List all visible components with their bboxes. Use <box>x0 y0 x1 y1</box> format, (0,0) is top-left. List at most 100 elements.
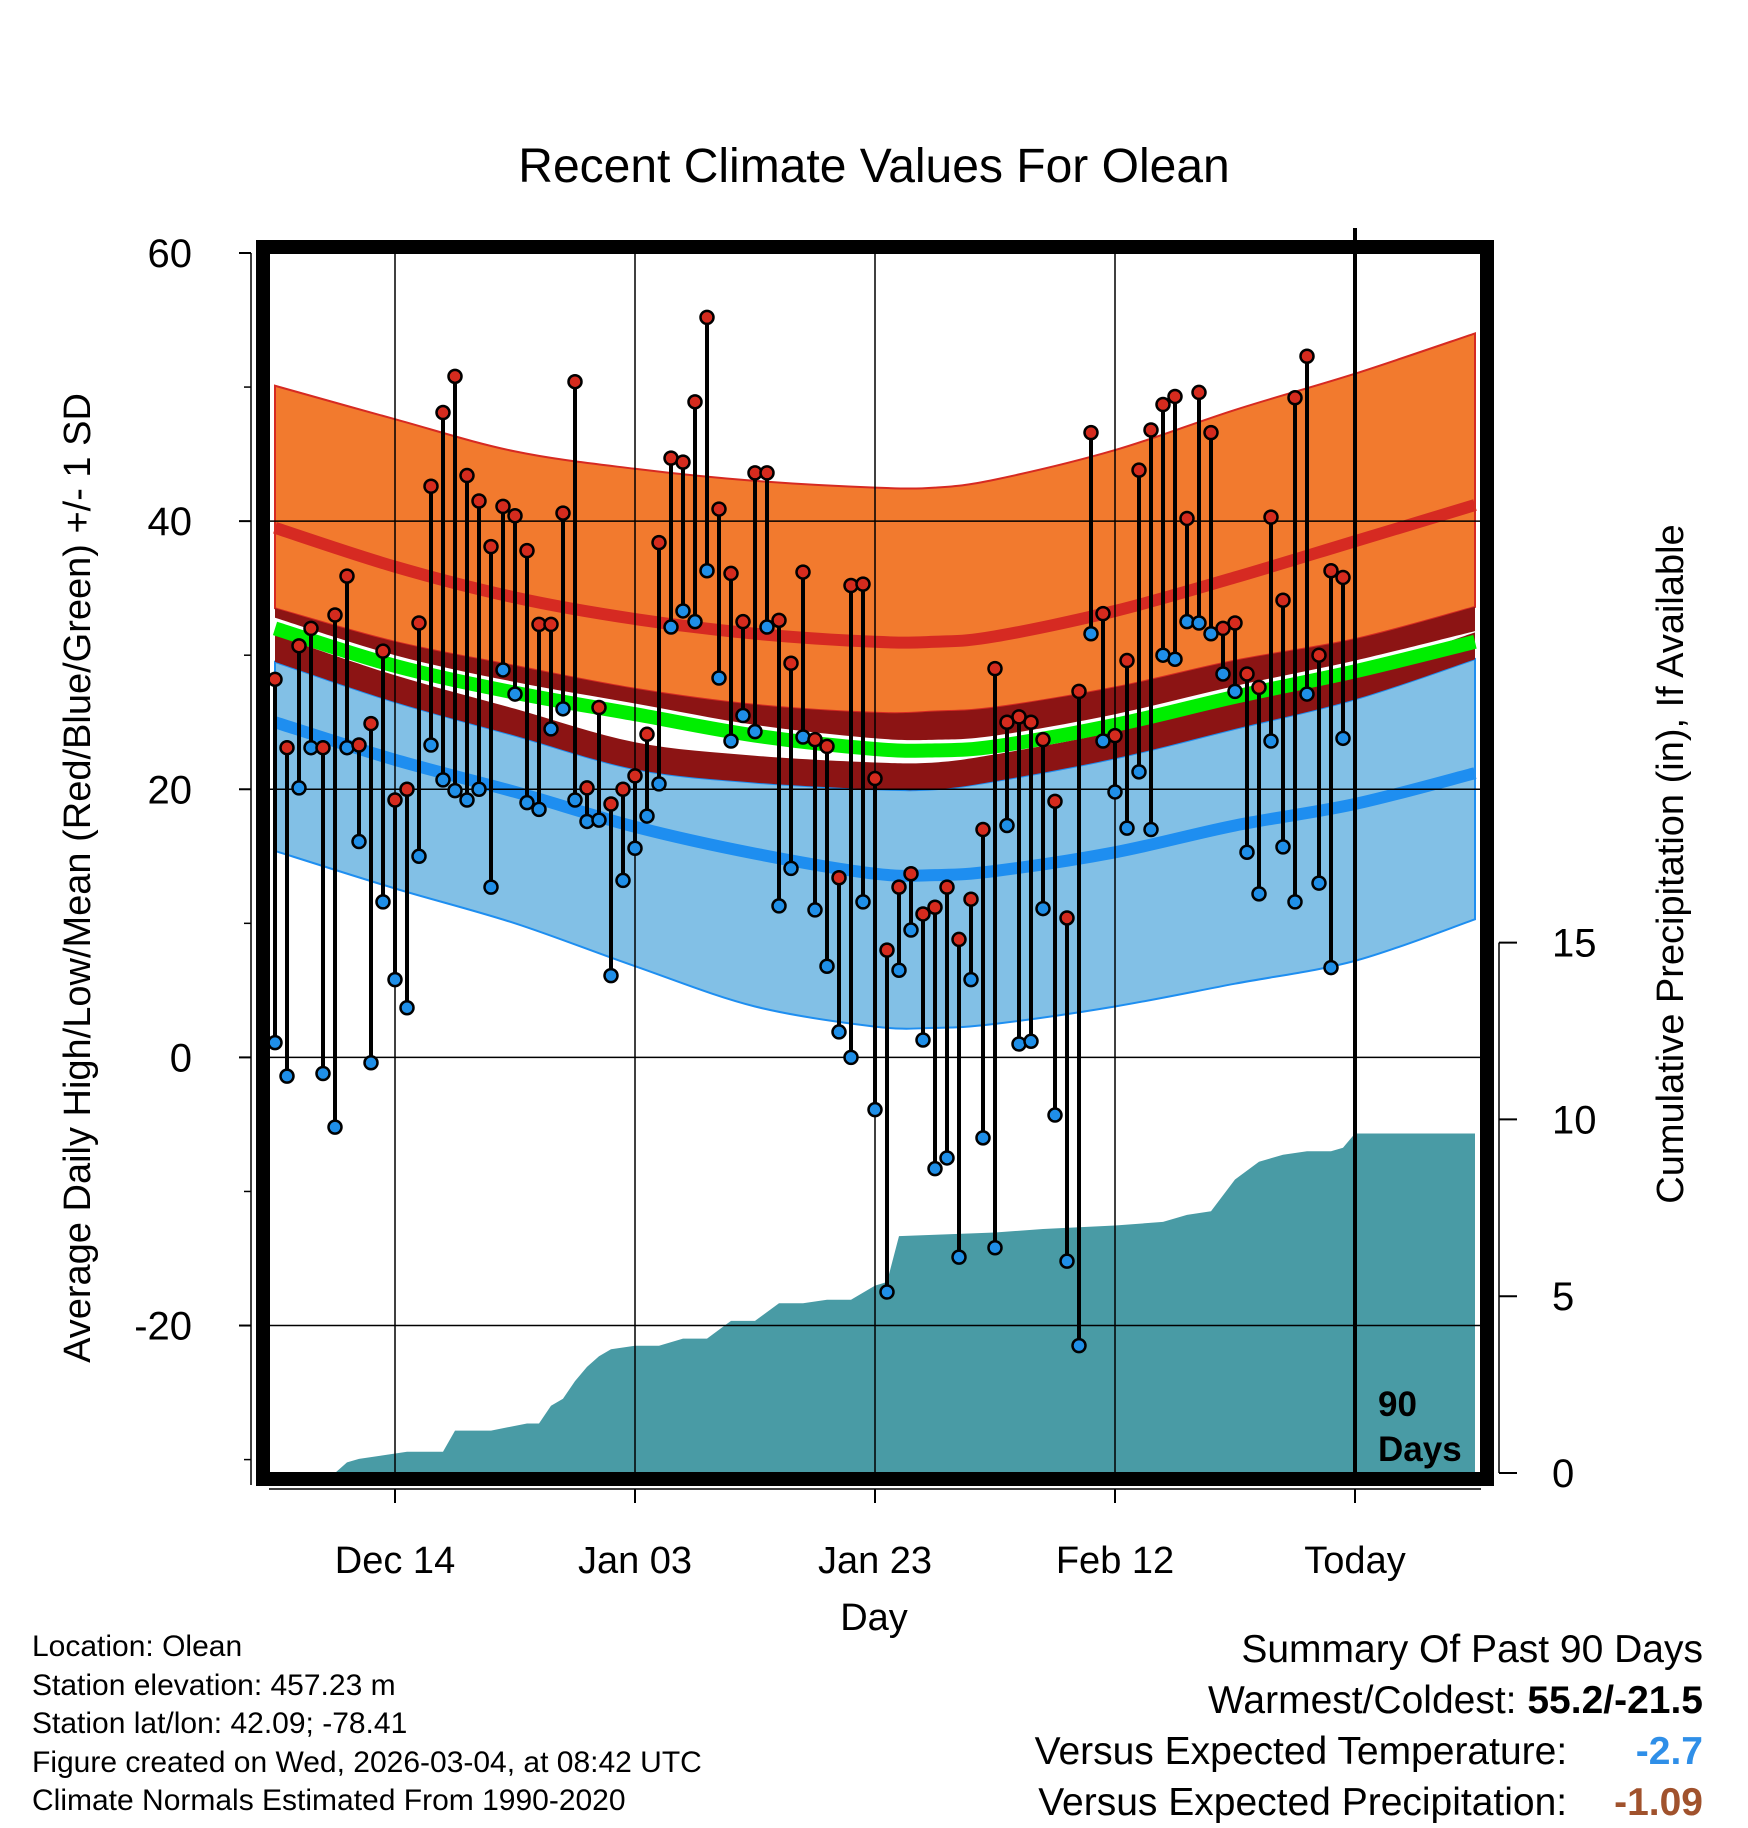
low-point <box>543 721 559 737</box>
high-point <box>1095 605 1111 622</box>
low-point <box>1239 844 1255 861</box>
summary-panel: Summary Of Past 90 Days Warmest/Coldest:… <box>1035 1624 1703 1828</box>
low-point <box>687 613 703 630</box>
low-point <box>1227 683 1243 700</box>
high-point <box>831 869 847 886</box>
y-tick-label: 20 <box>148 768 193 812</box>
daily-bars <box>273 317 1345 1346</box>
high-point <box>1335 569 1351 586</box>
high-point <box>591 699 607 716</box>
high-point <box>543 616 559 633</box>
low-point <box>387 971 403 988</box>
low-point <box>615 872 631 889</box>
high-point <box>1119 652 1135 669</box>
low-point <box>327 1119 343 1135</box>
high-point <box>555 505 571 521</box>
low-point <box>879 1284 895 1300</box>
low-point <box>963 971 979 988</box>
high-point <box>723 565 739 582</box>
info-elevation: Station elevation: 457.23 m <box>32 1668 396 1702</box>
high-point <box>783 655 799 671</box>
high-point <box>687 394 703 410</box>
high-point <box>1131 462 1147 478</box>
low-point <box>1215 666 1231 682</box>
high-point <box>807 731 823 748</box>
low-point <box>639 808 655 824</box>
high-point <box>519 542 535 559</box>
high-point <box>1023 714 1039 730</box>
high-point <box>471 493 487 509</box>
low-point <box>939 1150 955 1166</box>
low-point <box>699 562 715 579</box>
temp-value: -2.7 <box>1635 1730 1703 1773</box>
y-axis-label: Average Daily High/Low/Mean (Red/Blue/Gr… <box>57 393 99 1363</box>
low-point <box>351 833 367 850</box>
y2-tick-label: 15 <box>1552 922 1597 966</box>
low-point <box>843 1049 859 1066</box>
daily-dots <box>267 309 1351 1354</box>
high-point <box>495 498 511 515</box>
low-point <box>747 723 763 740</box>
low-point <box>915 1032 931 1048</box>
high-point <box>435 404 451 421</box>
low-point <box>1107 784 1123 800</box>
high-point <box>1263 509 1279 525</box>
low-point <box>783 860 799 877</box>
station-info: Location: Olean Station elevation: 457.2… <box>32 1628 702 1821</box>
low-point <box>1167 651 1183 667</box>
normal-low-line <box>273 716 1477 882</box>
high-point <box>1311 647 1327 663</box>
high-point <box>639 726 655 743</box>
high-point <box>339 568 355 584</box>
y-tick-label: 0 <box>170 1036 192 1080</box>
low-point <box>735 707 751 724</box>
high-point <box>1107 727 1123 744</box>
high-point <box>351 737 367 753</box>
summary-extremes: Warmest/Coldest: 55.2/-21.5 <box>1035 1675 1703 1726</box>
low-point <box>855 894 871 910</box>
high-point <box>1047 793 1063 810</box>
low-point <box>471 781 487 798</box>
high-point <box>819 738 835 755</box>
y-tick-label: -20 <box>134 1305 192 1349</box>
summary-temp: Versus Expected Temperature: -2.7 <box>1035 1726 1703 1777</box>
low-point <box>1047 1107 1063 1123</box>
x-tick-label: Jan 23 <box>818 1540 932 1582</box>
y2-tick-label: 0 <box>1552 1452 1574 1496</box>
temp-label: Versus Expected Temperature: <box>1034 1730 1568 1773</box>
high-point <box>795 564 811 580</box>
low-point <box>1083 625 1099 642</box>
high-point <box>735 613 751 630</box>
high-point <box>327 607 343 623</box>
low-point <box>891 962 907 979</box>
y2-tick-label: 5 <box>1552 1275 1574 1319</box>
low-point <box>1119 820 1135 836</box>
high-point <box>927 899 943 915</box>
low-point <box>267 1034 283 1051</box>
low-point <box>1299 686 1315 702</box>
high-point <box>507 508 523 524</box>
today-label-line2: Days <box>1378 1430 1462 1469</box>
low-point <box>507 686 523 702</box>
high-point <box>603 796 619 812</box>
low-point <box>279 1068 295 1084</box>
low-point <box>1071 1337 1087 1354</box>
high-point <box>855 576 871 592</box>
high-point <box>1239 666 1255 682</box>
low-point <box>459 792 475 808</box>
high-point <box>963 891 979 907</box>
low-point <box>1131 764 1147 780</box>
normal-high-line <box>273 499 1477 649</box>
low-point <box>1023 1033 1039 1050</box>
low-point <box>999 817 1015 834</box>
y2-tick-label: 10 <box>1552 1098 1597 1142</box>
high-point <box>291 638 307 654</box>
precip-label: Versus Expected Precipitation: <box>1038 1781 1568 1824</box>
low-point <box>567 792 583 808</box>
low-point <box>987 1240 1003 1256</box>
high-point <box>1251 679 1267 696</box>
low-point <box>411 848 427 865</box>
low-point <box>975 1130 991 1146</box>
low-point <box>819 958 835 974</box>
